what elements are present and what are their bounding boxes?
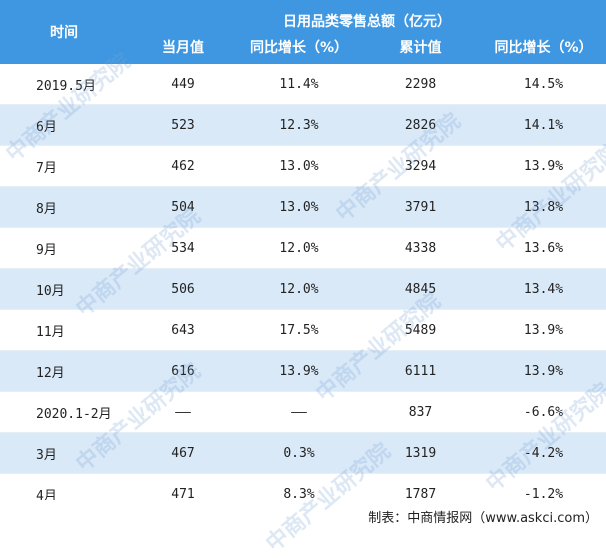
table-row: 9月 534 12.0% 4338 13.6% [0, 227, 606, 269]
table-row: 8月 504 13.0% 3791 13.8% [0, 186, 606, 228]
cumulative-yoy-cell: 13.6% [481, 227, 606, 269]
table-row: 2020.1-2月 —— —— 837 -6.6% [0, 391, 606, 433]
time-header: 时间 [0, 0, 128, 64]
period-cell: 9月 [0, 227, 128, 269]
monthly-cell: 449 [128, 64, 238, 105]
period-cell: 2019.5月 [0, 64, 128, 105]
table-row: 6月 523 12.3% 2826 14.1% [0, 104, 606, 146]
monthly-yoy-cell: 17.5% [238, 309, 360, 351]
cumulative-yoy-cell: 14.5% [481, 64, 606, 105]
monthly-cell: 467 [128, 432, 238, 474]
table-body: 2019.5月 449 11.4% 2298 14.5% 6月 523 12.3% 2826 14… [0, 64, 606, 515]
period-cell: 2020.1-2月 [0, 391, 128, 433]
retail-table: 时间 日用品类零售总额（亿元） 当月值 同比增长（%） 累计值 同比增长（%） … [0, 0, 606, 515]
table-row: 3月 467 0.3% 1319 -4.2% [0, 432, 606, 474]
cumulative-cell: 3294 [360, 145, 481, 187]
monthly-yoy-cell: 13.0% [238, 186, 360, 228]
source-footer: 制表：中商情报网（www.askci.com） [0, 500, 606, 537]
cumulative-cell: 3791 [360, 186, 481, 228]
col-cumulative: 累计值 [360, 34, 481, 64]
cumulative-cell: 837 [360, 391, 481, 433]
cumulative-yoy-cell: 13.9% [481, 145, 606, 187]
monthly-yoy-cell: 12.3% [238, 104, 360, 146]
period-cell: 3月 [0, 432, 128, 474]
cumulative-yoy-cell: -4.2% [481, 432, 606, 474]
cumulative-cell: 6111 [360, 350, 481, 392]
table-row: 7月 462 13.0% 3294 13.9% [0, 145, 606, 187]
monthly-cell: 462 [128, 145, 238, 187]
cumulative-yoy-cell: 13.4% [481, 268, 606, 310]
period-cell: 7月 [0, 145, 128, 187]
period-cell: 6月 [0, 104, 128, 146]
col-monthly: 当月值 [128, 34, 238, 64]
monthly-yoy-cell: —— [238, 391, 360, 433]
period-cell: 10月 [0, 268, 128, 310]
table-header: 时间 日用品类零售总额（亿元） 当月值 同比增长（%） 累计值 同比增长（%） [0, 0, 606, 64]
cumulative-cell: 1319 [360, 432, 481, 474]
cumulative-yoy-cell: 13.8% [481, 186, 606, 228]
monthly-cell: —— [128, 391, 238, 433]
cumulative-cell: 4338 [360, 227, 481, 269]
period-cell: 12月 [0, 350, 128, 392]
table-row: 12月 616 13.9% 6111 13.9% [0, 350, 606, 392]
monthly-cell: 534 [128, 227, 238, 269]
cumulative-cell: 2826 [360, 104, 481, 146]
monthly-cell: 616 [128, 350, 238, 392]
cumulative-cell: 4845 [360, 268, 481, 310]
monthly-cell: 643 [128, 309, 238, 351]
table-row: 2019.5月 449 11.4% 2298 14.5% [0, 64, 606, 105]
monthly-yoy-cell: 13.0% [238, 145, 360, 187]
table-row: 11月 643 17.5% 5489 13.9% [0, 309, 606, 351]
monthly-yoy-cell: 12.0% [238, 268, 360, 310]
monthly-yoy-cell: 12.0% [238, 227, 360, 269]
cumulative-yoy-cell: -6.6% [481, 391, 606, 433]
monthly-yoy-cell: 0.3% [238, 432, 360, 474]
group-title: 日用品类零售总额（亿元） [128, 0, 606, 34]
col-monthly-yoy: 同比增长（%） [238, 34, 360, 64]
monthly-cell: 523 [128, 104, 238, 146]
monthly-yoy-cell: 13.9% [238, 350, 360, 392]
table-row: 10月 506 12.0% 4845 13.4% [0, 268, 606, 310]
monthly-cell: 504 [128, 186, 238, 228]
source-text: 制表：中商情报网（www.askci.com） [368, 511, 598, 526]
cumulative-cell: 5489 [360, 309, 481, 351]
cumulative-yoy-cell: 14.1% [481, 104, 606, 146]
monthly-cell: 506 [128, 268, 238, 310]
cumulative-cell: 2298 [360, 64, 481, 105]
period-cell: 11月 [0, 309, 128, 351]
cumulative-yoy-cell: 13.9% [481, 350, 606, 392]
monthly-yoy-cell: 11.4% [238, 64, 360, 105]
period-cell: 8月 [0, 186, 128, 228]
col-cumulative-yoy: 同比增长（%） [481, 34, 606, 64]
cumulative-yoy-cell: 13.9% [481, 309, 606, 351]
